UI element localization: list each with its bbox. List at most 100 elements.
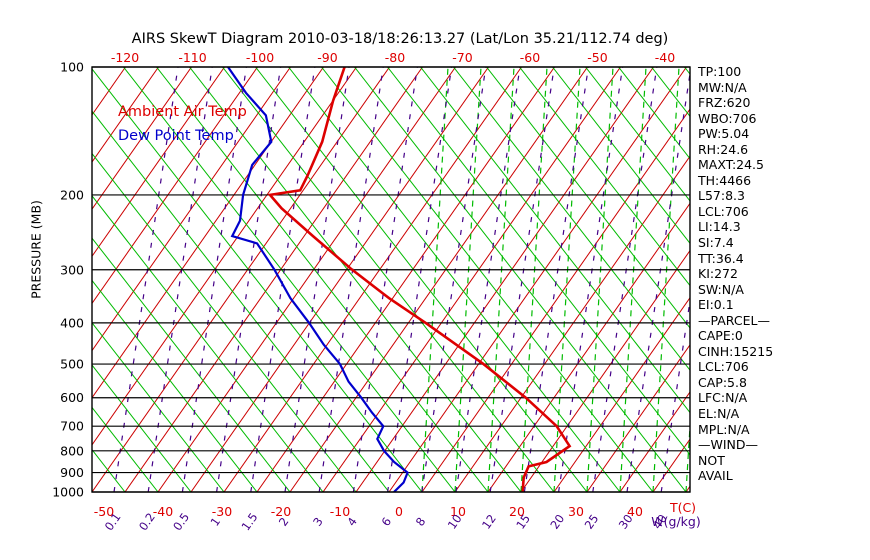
pressure-tick-400: 400 bbox=[60, 315, 84, 330]
pressure-tick-200: 200 bbox=[60, 187, 84, 202]
legend: Ambient Air Temp Dew Point Temp bbox=[118, 104, 247, 144]
index-ki: KI:272 bbox=[698, 266, 738, 282]
bottom-temperature-ticks: -50 -40 -30 -20 -10 0 10 20 30 40 T(C) bbox=[94, 500, 696, 519]
index-frz: FRZ:620 bbox=[698, 95, 751, 111]
mixing-ratio-tick-10: 10 bbox=[445, 512, 465, 532]
bottom-temp-tick-0: 0 bbox=[395, 504, 403, 519]
mixing-ratio-tick-6: 6 bbox=[378, 515, 394, 529]
index-el: EL:N/A bbox=[698, 406, 740, 422]
mixing-ratio-tick-1.5: 1.5 bbox=[239, 510, 261, 533]
index-lcl2: LCL:706 bbox=[698, 359, 749, 375]
temperature-profile bbox=[267, 67, 572, 492]
moist-adiabat bbox=[288, 67, 621, 492]
dry-adiabat bbox=[92, 67, 225, 258]
dry-adiabat bbox=[0, 67, 27, 492]
bottom-temp-tick--10: -10 bbox=[330, 504, 350, 519]
index-wind-hdr: —WIND— bbox=[698, 437, 759, 453]
dry-adiabat bbox=[223, 67, 522, 492]
index-wind-2: AVAIL bbox=[698, 468, 733, 484]
moist-adiabat bbox=[453, 67, 690, 372]
mixing-ratio-tick-20: 20 bbox=[547, 512, 567, 532]
index-maxt: MAXT:24.5 bbox=[698, 157, 764, 173]
moist-adiabat bbox=[92, 68, 423, 492]
temperature-axis-label: T(C) bbox=[669, 500, 696, 515]
bottom-temp-tick--20: -20 bbox=[271, 504, 291, 519]
saturation-adiabat bbox=[652, 67, 680, 492]
moist-adiabat bbox=[0, 67, 26, 492]
pressure-tick-500: 500 bbox=[60, 357, 84, 372]
moist-adiabat bbox=[552, 67, 690, 245]
mixing-ratio-line bbox=[250, 67, 316, 492]
moist-adiabat bbox=[92, 110, 390, 492]
bottom-temp-tick--40: -40 bbox=[153, 504, 173, 519]
top-temp-tick--110: -110 bbox=[178, 50, 206, 65]
index-li: LI:14.3 bbox=[698, 219, 741, 235]
dry-adiabat bbox=[520, 249, 690, 492]
dry-adiabat bbox=[388, 67, 687, 492]
index-tt: TT:36.4 bbox=[698, 250, 744, 266]
moist-adiabat bbox=[222, 67, 555, 492]
mixing-ratio-tick-4: 4 bbox=[344, 515, 360, 529]
mixing-ratio-line bbox=[318, 67, 384, 492]
moist-adiabat bbox=[156, 67, 489, 492]
top-temp-tick--90: -90 bbox=[317, 50, 337, 65]
index-l57: L57:8.3 bbox=[698, 188, 745, 204]
index-rh: RH:24.6 bbox=[698, 141, 749, 157]
moist-adiabat bbox=[92, 237, 291, 492]
index-pw: PW:5.04 bbox=[698, 126, 750, 142]
bottom-temp-tick-30: 30 bbox=[568, 504, 584, 519]
moist-adiabat bbox=[92, 364, 192, 492]
index-cinh: CINH:15215 bbox=[698, 343, 774, 359]
moist-adiabat bbox=[354, 67, 687, 492]
index-mpl: MPL:N/A bbox=[698, 421, 750, 437]
moist-adiabat bbox=[255, 67, 588, 492]
dry-adiabat bbox=[0, 67, 60, 492]
dry-adiabat bbox=[421, 108, 690, 492]
pressure-tick-900: 900 bbox=[60, 465, 84, 480]
top-temp-tick--60: -60 bbox=[520, 50, 540, 65]
top-temp-tick--80: -80 bbox=[385, 50, 405, 65]
dry-adiabat bbox=[92, 67, 258, 305]
index-cap: CAP:5.8 bbox=[698, 374, 747, 390]
legend-label-temperature: Ambient Air Temp bbox=[118, 104, 247, 120]
sounding-curves bbox=[227, 67, 572, 492]
legend-label-dewpoint: Dew Point Temp bbox=[118, 128, 234, 144]
saturation-adiabat bbox=[619, 67, 647, 492]
index-wind-1: NOT bbox=[698, 452, 725, 468]
dry-adiabat bbox=[157, 67, 456, 492]
saturation-adiabat bbox=[553, 67, 581, 492]
bottom-temp-tick--30: -30 bbox=[212, 504, 232, 519]
index-wbo: WBO:706 bbox=[698, 110, 757, 126]
mixing-ratio-tick-8: 8 bbox=[413, 515, 429, 529]
bottom-temp-tick-40: 40 bbox=[627, 504, 643, 519]
mixing-ratio-tick-3: 3 bbox=[310, 515, 326, 529]
top-temp-tick--70: -70 bbox=[452, 50, 472, 65]
mixing-ratio-tick-30: 30 bbox=[616, 512, 636, 532]
top-temp-tick--100: -100 bbox=[246, 50, 274, 65]
dry-adiabat bbox=[553, 296, 690, 492]
index-mw: MW:N/A bbox=[698, 79, 747, 95]
dewpoint-profile bbox=[227, 67, 409, 492]
mixing-ratio-tick-40: 40 bbox=[650, 512, 670, 532]
saturation-adiabat bbox=[586, 67, 614, 492]
dry-adiabat bbox=[289, 67, 588, 492]
dry-adiabat bbox=[322, 67, 621, 492]
pressure-tick-800: 800 bbox=[60, 443, 84, 458]
dry-adiabat bbox=[256, 67, 555, 492]
pressure-tick-labels: 100 200 300 400 500 600 700 800 900 1000 bbox=[52, 60, 84, 500]
dry-adiabat bbox=[124, 67, 423, 492]
index-lfc: LFC:N/A bbox=[698, 390, 748, 406]
mixing-ratio-tick-25: 25 bbox=[582, 512, 602, 532]
top-temp-tick--40: -40 bbox=[655, 50, 675, 65]
index-parcel-hdr: —PARCEL— bbox=[698, 312, 770, 328]
mixing-ratio-line bbox=[455, 67, 521, 492]
pressure-tick-1000: 1000 bbox=[52, 485, 84, 500]
index-ei: EI:0.1 bbox=[698, 297, 734, 313]
dry-adiabat bbox=[92, 67, 324, 399]
mixing-ratio-line bbox=[387, 67, 453, 492]
top-temp-tick--120: -120 bbox=[111, 50, 139, 65]
dry-adiabat bbox=[92, 67, 192, 211]
moist-adiabat bbox=[519, 67, 690, 287]
